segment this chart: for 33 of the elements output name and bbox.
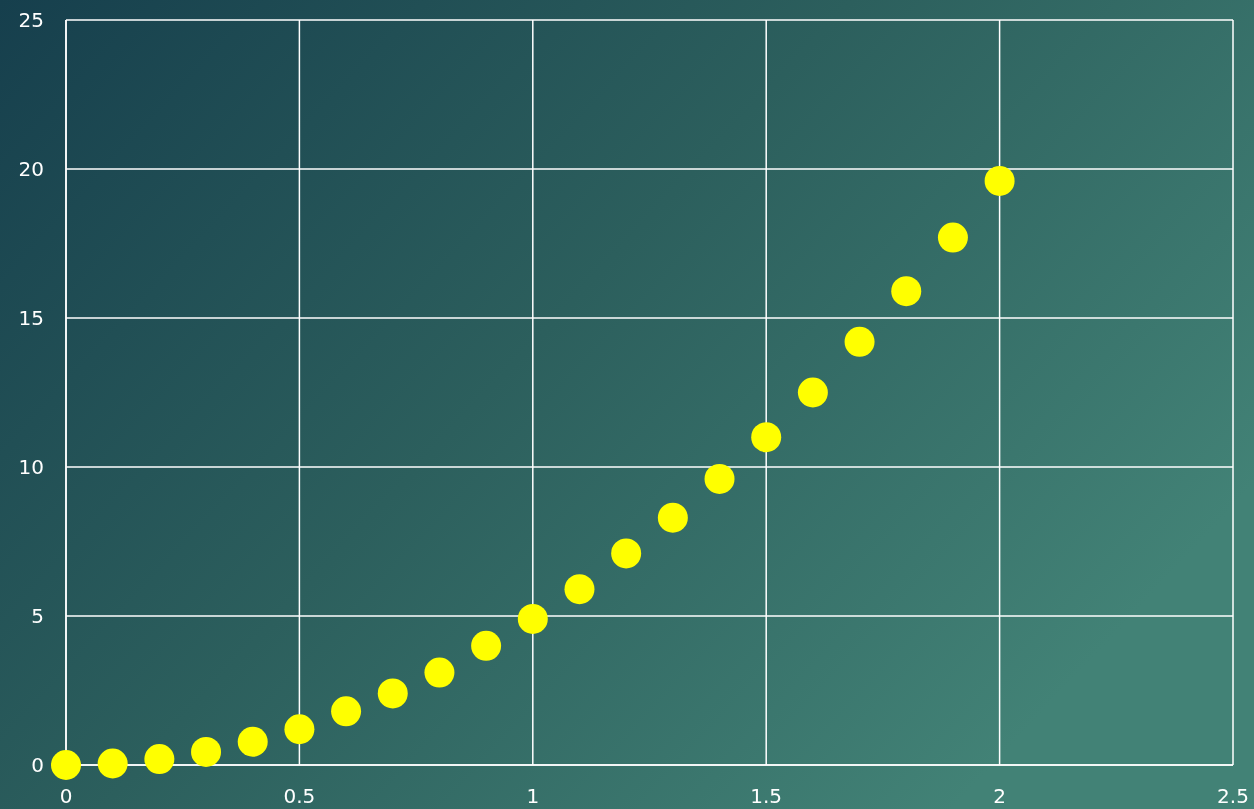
- x-tick-label: 0: [59, 784, 73, 808]
- point: [144, 744, 175, 775]
- point: [471, 630, 502, 661]
- point: [704, 463, 735, 494]
- x-tick-label: 1: [526, 784, 540, 808]
- point: [377, 678, 408, 709]
- point: [611, 538, 642, 569]
- point: [984, 165, 1015, 196]
- point: [657, 502, 688, 533]
- point: [797, 377, 828, 408]
- point: [937, 222, 968, 253]
- y-tick-label: 20: [18, 157, 44, 181]
- x-tick-label: 2.5: [1217, 784, 1249, 808]
- y-tick-label: 5: [31, 604, 44, 628]
- y-tick-label: 15: [18, 306, 44, 330]
- point: [424, 657, 455, 688]
- y-tick-label: 25: [18, 8, 44, 32]
- x-tick-label: 0.5: [283, 784, 316, 808]
- point: [97, 748, 128, 779]
- point: [191, 736, 222, 767]
- point: [517, 603, 548, 634]
- point: [564, 574, 595, 605]
- point: [51, 750, 81, 780]
- point: [751, 422, 782, 453]
- x-tick-label: 2: [993, 784, 1006, 808]
- point: [844, 326, 875, 357]
- y-tick-label: 0: [31, 753, 44, 777]
- point: [237, 726, 268, 757]
- point: [284, 714, 315, 745]
- y-tick-label: 10: [18, 455, 44, 479]
- point: [331, 696, 362, 727]
- x-tick-label: 1.5: [750, 784, 783, 808]
- point: [891, 276, 922, 307]
